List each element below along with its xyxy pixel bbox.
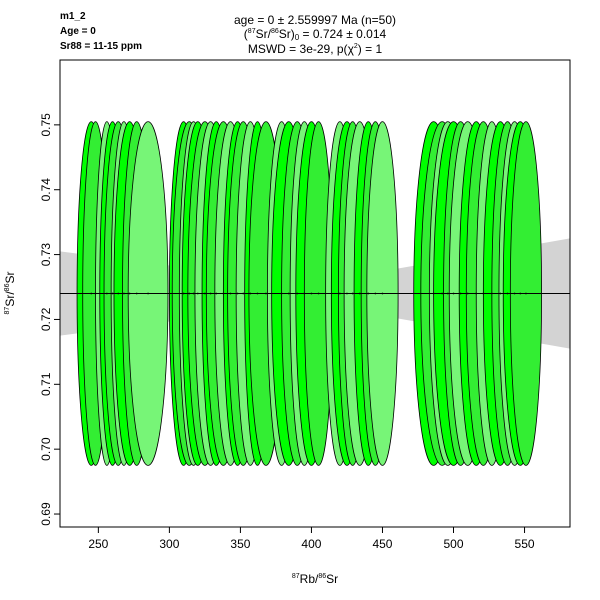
data-point: [123, 292, 125, 295]
y-tick-label: 0.69: [39, 502, 53, 526]
data-point: [499, 292, 502, 295]
data-point: [128, 292, 131, 295]
data-point: [490, 292, 493, 295]
x-tick-label: 550: [515, 537, 535, 551]
data-point: [338, 292, 341, 295]
data-point: [525, 292, 527, 295]
data-point: [280, 292, 283, 295]
data-point: [229, 292, 232, 295]
y-tick-label: 0.72: [39, 307, 53, 331]
data-point: [256, 292, 259, 295]
data-point: [459, 292, 462, 295]
data-point: [381, 292, 384, 295]
x-tick-label: 450: [372, 537, 392, 551]
data-point: [374, 292, 377, 295]
data-point: [317, 292, 320, 295]
data-point: [513, 292, 516, 295]
data-point: [367, 292, 370, 295]
data-point: [287, 292, 290, 295]
x-tick-label: 300: [159, 537, 179, 551]
data-point: [135, 292, 138, 295]
data-point: [188, 292, 191, 295]
data-point: [196, 292, 199, 295]
chart-title-mswd: MSWD = 3e-29, p(χ2) = 1: [247, 42, 383, 56]
sample-name: m1_2: [60, 11, 86, 22]
data-point: [432, 292, 435, 295]
y-tick-label: 0.73: [39, 243, 53, 267]
data-point: [111, 292, 114, 295]
data-point: [192, 292, 195, 295]
y-tick-label: 0.71: [39, 372, 53, 396]
data-point: [506, 292, 509, 295]
data-point: [249, 292, 252, 295]
x-tick-label: 250: [88, 537, 108, 551]
data-point: [441, 292, 444, 295]
data-point: [296, 292, 299, 295]
y-tick-label: 0.75: [39, 113, 53, 137]
data-point: [117, 292, 120, 295]
y-tick-label: 0.70: [39, 437, 53, 461]
data-point: [475, 292, 478, 295]
data-point: [105, 292, 108, 295]
x-tick-label: 350: [230, 537, 250, 551]
data-point: [236, 292, 239, 295]
y-tick-label: 0.74: [39, 178, 53, 202]
data-point: [222, 292, 225, 295]
x-tick-label: 400: [301, 537, 321, 551]
data-point: [310, 292, 313, 295]
chart-title-age: age = 0 ± 2.559997 Ma (n=50): [233, 13, 397, 27]
data-point: [466, 292, 469, 295]
data-point: [519, 292, 522, 295]
age-label: Age = 0: [60, 26, 96, 37]
data-point: [452, 292, 455, 295]
data-point: [204, 292, 206, 295]
data-point: [94, 292, 97, 295]
data-point: [215, 292, 218, 295]
data-point: [346, 292, 348, 295]
data-point: [303, 292, 306, 295]
data-point: [358, 292, 361, 295]
data-point: [482, 292, 485, 295]
x-tick-label: 500: [443, 537, 463, 551]
data-point: [446, 292, 449, 295]
x-axis-label: 87Rb/86Sr: [292, 572, 338, 586]
data-point: [209, 292, 212, 295]
y-axis-label: 87Sr/86Sr: [3, 272, 17, 315]
data-point: [351, 292, 354, 295]
data-point: [242, 292, 245, 295]
chart-title-initial-ratio: (87Sr/86Sr)0 = 0.724 ± 0.014: [243, 27, 387, 42]
data-point: [265, 292, 267, 295]
sr-concentration-label: Sr88 = 11-15 ppm: [60, 41, 142, 52]
data-point: [147, 292, 149, 295]
data-point: [182, 292, 185, 295]
data-point: [90, 292, 93, 295]
